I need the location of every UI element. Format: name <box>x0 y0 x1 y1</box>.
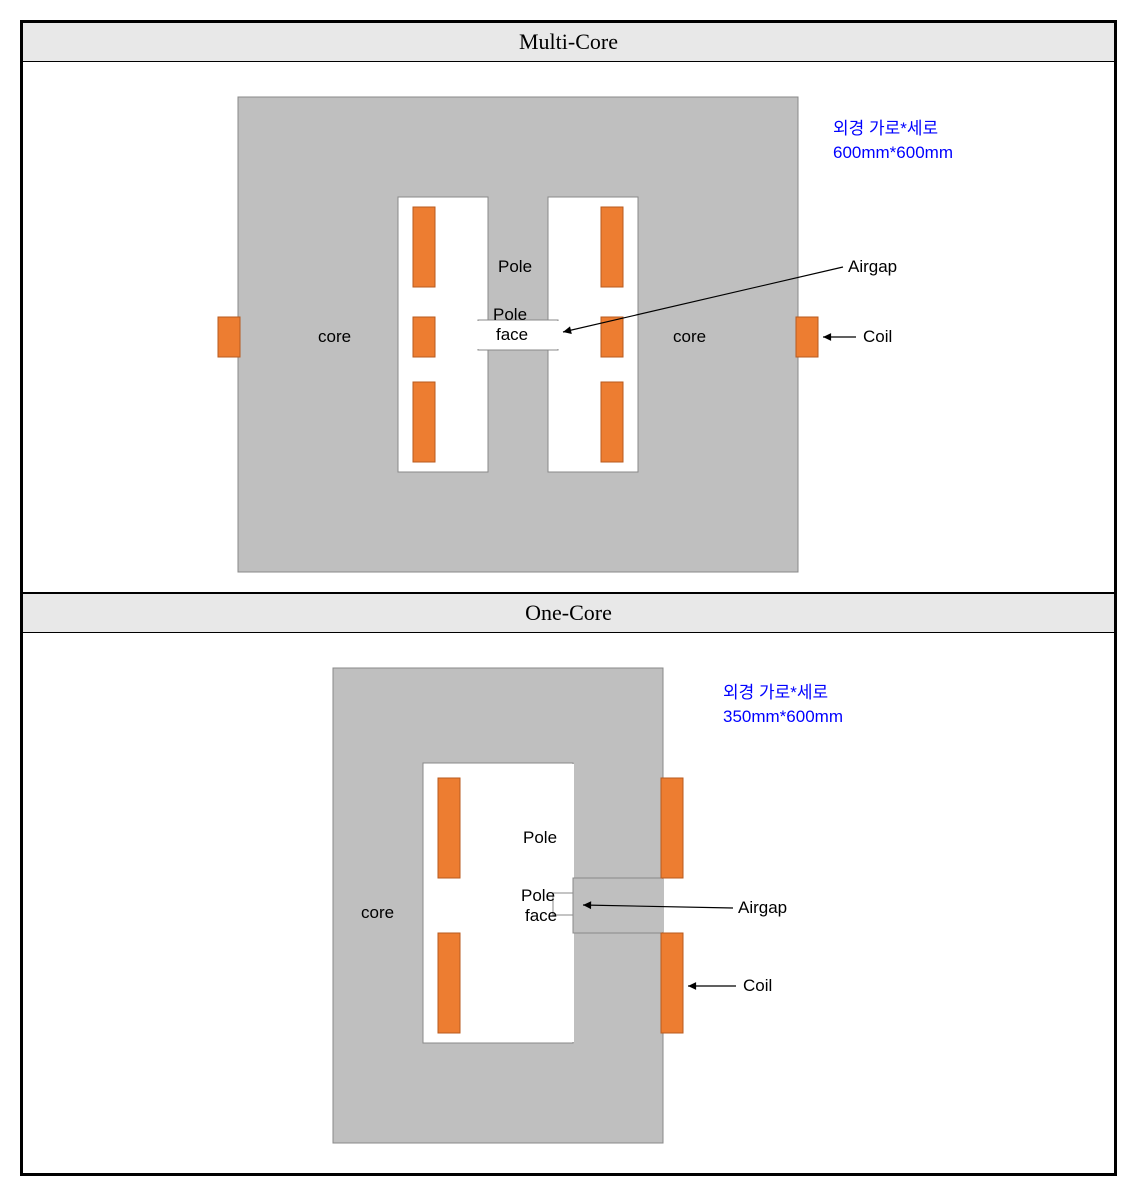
multi-core-header: Multi-Core <box>23 23 1114 62</box>
svg-text:Pole: Pole <box>523 828 557 847</box>
one-dim-line2: 350mm*600mm <box>723 707 843 726</box>
svg-text:Pole: Pole <box>498 257 532 276</box>
svg-text:Airgap: Airgap <box>848 257 897 276</box>
multi-dim-line1: 외경 가로*세로 <box>833 119 938 138</box>
one-dimension-note: 외경 가로*세로 350mm*600mm <box>723 681 843 729</box>
one-dim-line1: 외경 가로*세로 <box>723 683 828 702</box>
svg-text:Airgap: Airgap <box>738 898 787 917</box>
svg-text:core: core <box>361 903 394 922</box>
diagram-frame: Multi-Core 외경 가로*세로 600mm*600mm Pole Pole… <box>20 20 1117 1176</box>
one-core-body: 외경 가로*세로 350mm*600mm PolePolefacecoreAir… <box>23 633 1114 1173</box>
multi-dim-line2: 600mm*600mm <box>833 143 953 162</box>
svg-text:Coil: Coil <box>743 976 772 995</box>
svg-text:Coil: Coil <box>863 327 892 346</box>
one-core-header: One-Core <box>23 593 1114 633</box>
svg-text:face: face <box>496 325 528 344</box>
svg-text:face: face <box>525 906 557 925</box>
multi-core-body: 외경 가로*세로 600mm*600mm PolePolefacecorecor… <box>23 62 1114 592</box>
svg-text:core: core <box>318 327 351 346</box>
svg-text:Pole: Pole <box>493 305 527 324</box>
one-core-title: One-Core <box>525 600 612 625</box>
svg-text:Pole: Pole <box>521 886 555 905</box>
multi-dimension-note: 외경 가로*세로 600mm*600mm <box>833 117 953 165</box>
svg-text:core: core <box>673 327 706 346</box>
one-core-svg: PolePolefacecoreAirgapCoil <box>23 633 1114 1173</box>
multi-core-title: Multi-Core <box>519 29 618 54</box>
